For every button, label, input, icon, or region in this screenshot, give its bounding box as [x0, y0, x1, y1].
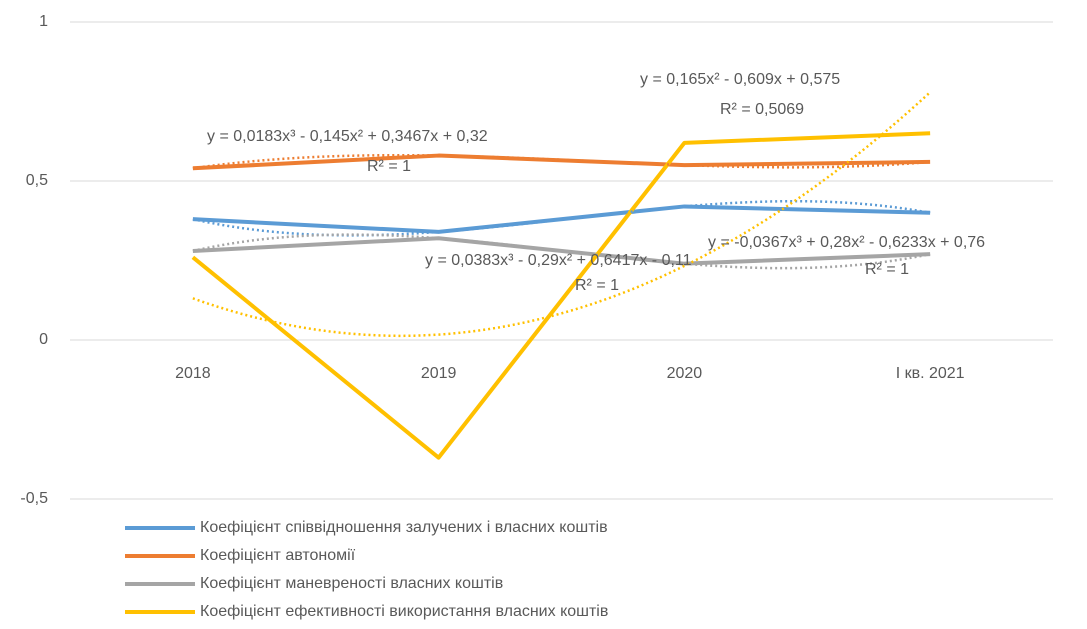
- trendline-r-squared: R² = 1: [367, 158, 411, 175]
- trendline-equation: y = 0,0183x³ - 0,145x² + 0,3467x + 0,32: [207, 128, 488, 145]
- x-tick-label: 2018: [175, 365, 211, 382]
- trendline-equation: y = -0,0367x³ + 0,28x² - 0,6233x + 0,76: [708, 234, 985, 251]
- y-tick-label: 1: [39, 13, 48, 30]
- y-tick-label: 0: [39, 331, 48, 348]
- legend-label: Коефіцієнт співвідношення залучених і вл…: [200, 519, 608, 536]
- trendline-equation: y = 0,0383x³ - 0,29x² + 0,6417x - 0,11: [425, 252, 692, 269]
- trendline-equation: y = 0,165x² - 0,609x + 0,575: [640, 71, 840, 88]
- trendline-r-squared: R² = 1: [865, 261, 909, 278]
- y-tick-label: -0,5: [20, 490, 48, 507]
- series-line: [191, 131, 931, 460]
- x-tick-label: I кв. 2021: [896, 365, 965, 382]
- trendline: [192, 153, 931, 170]
- legend-label: Коефіцієнт ефективності використання вла…: [200, 603, 608, 620]
- trendline: [192, 91, 931, 338]
- trendline: [192, 233, 931, 270]
- trendline-r-squared: R² = 1: [575, 277, 619, 294]
- series-line: [192, 153, 931, 171]
- legend-label: Коефіцієнт маневреності власних коштів: [200, 575, 503, 592]
- trendline: [192, 199, 931, 237]
- trendline-r-squared: R² = 0,5069: [720, 101, 804, 118]
- y-tick-label: 0,5: [26, 172, 48, 189]
- x-tick-label: 2019: [421, 365, 457, 382]
- x-tick-label: 2020: [667, 365, 703, 382]
- legend-label: Коефіцієнт автономії: [200, 547, 356, 564]
